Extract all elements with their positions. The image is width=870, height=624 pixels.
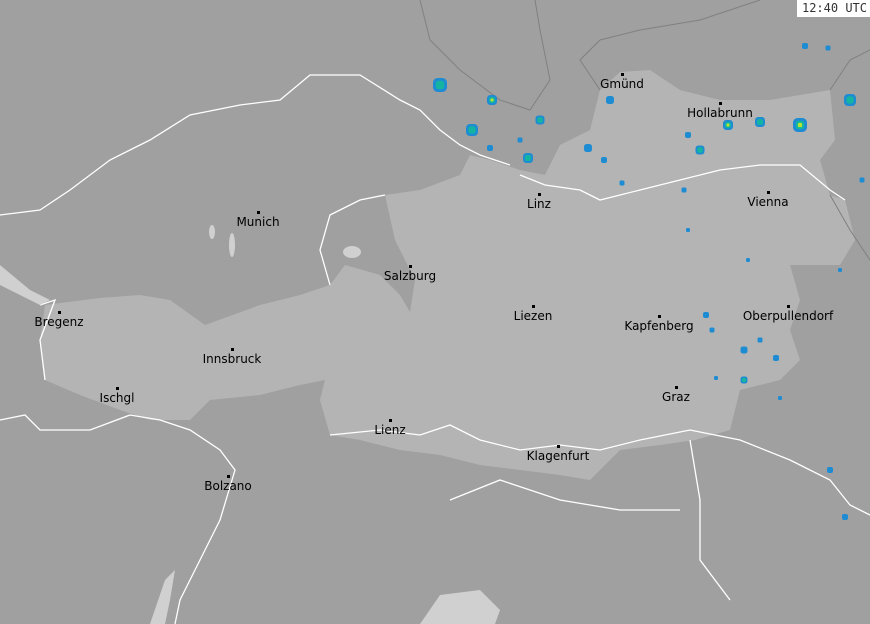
city-label: Hollabrunn [687,106,753,120]
radar-echo [490,98,494,102]
radar-echo [686,228,690,232]
city-label: Munich [236,215,280,229]
radar-echo [838,268,842,272]
city-dot [231,348,234,351]
city-label: Graz [662,390,690,404]
radar-echo [827,467,833,473]
city-markers [58,73,790,478]
city-dot [257,211,260,214]
city-dot [538,193,541,196]
radar-echo [741,377,747,383]
radar-echo [825,45,831,51]
radar-echo [697,147,703,153]
city-dot [719,102,722,105]
radar-echo [606,96,614,104]
city-label: Klagenfurt [526,449,590,463]
city-label: Gmünd [600,77,644,91]
radar-echo [802,43,808,49]
city-dot [389,419,392,422]
country-borders [0,74,870,624]
city-dot [557,445,560,448]
city-label: Bolzano [204,479,252,493]
radar-echo [714,376,718,380]
city-label: Ischgl [99,391,135,405]
city-dot [767,191,770,194]
lakes [0,225,500,624]
radar-echo [757,119,763,125]
radar-echo [778,396,782,400]
city-label: Salzburg [383,269,437,283]
city-dot [58,311,61,314]
city-label: Lienz [374,423,406,437]
city-dot [675,386,678,389]
city-label: Vienna [747,195,789,209]
city-label: Linz [527,197,551,211]
radar-echoes [433,43,865,520]
city-dot [658,315,661,318]
radar-echo [468,126,476,134]
radar-echo [726,123,730,127]
city-dot [116,387,119,390]
timestamp-label: 12:40 UTC [796,0,870,17]
radar-echo [525,155,531,161]
outer-borders [419,0,870,261]
city-dot [787,305,790,308]
radar-echo [859,177,865,183]
radar-echo [740,346,748,354]
city-label: Bregenz [34,315,84,329]
radar-echo [757,337,763,343]
radar-echo [846,96,854,104]
radar-echo [709,327,715,333]
city-dot [532,305,535,308]
city-label: Liezen [513,309,553,323]
city-dot [621,73,624,76]
radar-echo [537,117,543,123]
city-label: Innsbruck [202,352,262,366]
radar-echo [487,145,493,151]
city-label: Kapfenberg [624,319,694,333]
radar-echo [584,144,592,152]
city-dot [409,265,412,268]
radar-echo [435,80,445,90]
radar-echo [773,355,779,361]
austria-region [40,70,855,480]
city-label: Oberpullendorf [742,309,834,323]
radar-echo [601,157,607,163]
radar-echo [619,180,625,186]
radar-echo [842,514,848,520]
radar-echo [681,187,687,193]
radar-echo [703,312,709,318]
radar-echo [685,132,691,138]
radar-echo [517,137,523,143]
radar-echo [797,122,803,128]
radar-echo [746,258,750,262]
city-dot [227,475,230,478]
